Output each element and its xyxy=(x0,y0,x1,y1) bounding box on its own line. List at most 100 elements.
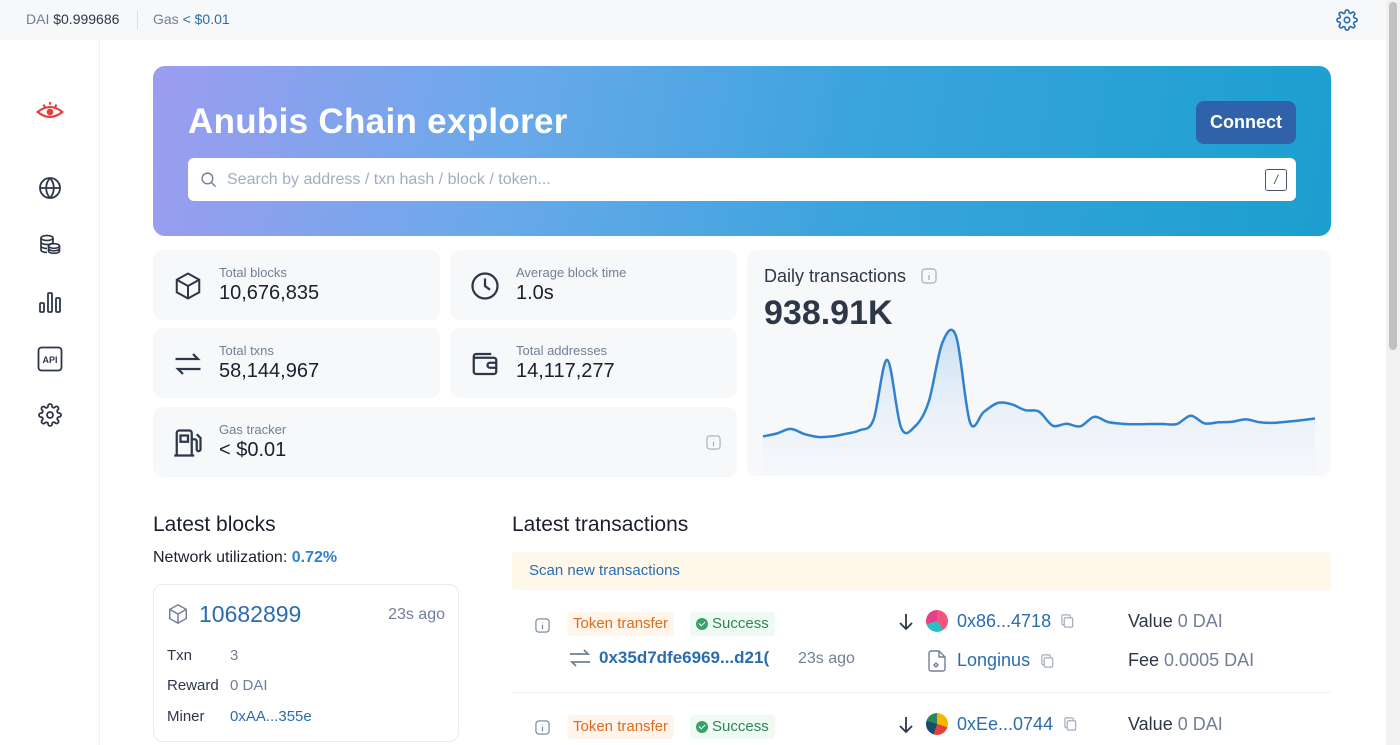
chart-point-29[interactable] xyxy=(1159,420,1167,428)
gas-value[interactable]: < $0.01 xyxy=(182,11,230,27)
network-utilization: Network utilization: 0.72% xyxy=(153,549,337,567)
stat-value: 10,676,835 xyxy=(219,282,320,304)
tx-hash-link[interactable]: 0x35d7dfe6969...d21( xyxy=(599,648,770,667)
chart-series-line xyxy=(762,328,1316,439)
chart-point-16[interactable] xyxy=(980,408,988,416)
brand-logo-eye-icon[interactable] xyxy=(36,98,64,126)
info-icon[interactable] xyxy=(921,268,937,284)
tx-fee: Fee 0.0005 DAI xyxy=(1128,650,1254,671)
chart-point-32[interactable] xyxy=(1201,419,1209,427)
block-reward-label: Reward xyxy=(167,677,219,694)
chart-point-0[interactable] xyxy=(759,432,767,440)
chart-point-19[interactable] xyxy=(1021,406,1029,414)
copy-icon[interactable] xyxy=(1040,653,1055,669)
sidebar-tokens-coins-icon[interactable] xyxy=(36,231,64,259)
chart-point-11[interactable] xyxy=(911,423,919,431)
sidebar-settings-icon[interactable] xyxy=(36,401,64,429)
chart-point-7[interactable] xyxy=(856,426,864,434)
transfer-arrows-icon xyxy=(569,649,591,667)
chart-point-36[interactable] xyxy=(1256,418,1264,426)
stat-label: Total addresses xyxy=(516,343,608,358)
chart-point-12[interactable] xyxy=(925,398,933,406)
tx-status-badge: Success xyxy=(690,612,775,636)
chart-point-17[interactable] xyxy=(994,399,1002,407)
swap-arrows-icon xyxy=(175,353,201,375)
chart-point-4[interactable] xyxy=(814,433,822,441)
util-value: 0.72% xyxy=(291,549,338,566)
chart-point-37[interactable] xyxy=(1270,419,1278,427)
dai-label: DAI xyxy=(26,11,50,27)
copy-icon[interactable] xyxy=(1063,716,1078,732)
scan-new-transactions-banner[interactable]: Scan new transactions xyxy=(512,552,1331,590)
page-scrollbar[interactable] xyxy=(1386,0,1400,745)
tx-fee-amount: 0.0005 DAI xyxy=(1164,650,1255,670)
block-number-link[interactable]: 10682899 xyxy=(199,601,302,627)
sidebar-globe-icon[interactable] xyxy=(36,174,64,202)
chart-point-30[interactable] xyxy=(1173,420,1181,428)
chart-point-15[interactable] xyxy=(966,418,974,426)
gas-price[interactable]: Gas < $0.01 xyxy=(153,11,230,27)
search-bar[interactable]: / xyxy=(188,158,1296,201)
chart-point-20[interactable] xyxy=(1035,408,1043,416)
dai-price-value: $0.999686 xyxy=(53,11,120,27)
chart-point-39[interactable] xyxy=(1297,416,1305,424)
chart-point-9[interactable] xyxy=(883,356,891,364)
util-label: Network utilization: xyxy=(153,549,288,566)
chart-point-5[interactable] xyxy=(828,432,836,440)
chart-point-34[interactable] xyxy=(1228,418,1236,426)
block-miner-label: Miner xyxy=(167,708,205,725)
chart-point-3[interactable] xyxy=(800,430,808,438)
chart-point-24[interactable] xyxy=(1090,413,1098,421)
chart-point-40[interactable] xyxy=(1311,415,1319,423)
copy-icon[interactable] xyxy=(1060,613,1075,629)
info-icon[interactable] xyxy=(535,720,550,735)
chart-point-18[interactable] xyxy=(1007,400,1015,408)
address-avatar xyxy=(926,610,948,632)
chart-point-2[interactable] xyxy=(787,425,795,433)
chart-point-31[interactable] xyxy=(1187,412,1195,420)
chart-point-26[interactable] xyxy=(1118,420,1126,428)
chart-point-8[interactable] xyxy=(869,416,877,424)
chart-point-35[interactable] xyxy=(1242,415,1250,423)
tx-to-address-link[interactable]: Longinus xyxy=(957,650,1031,670)
info-icon[interactable] xyxy=(706,435,721,450)
gas-pump-icon xyxy=(174,429,202,457)
tx-type-badge: Token transfer xyxy=(567,612,675,636)
stat-value: 58,144,967 xyxy=(219,360,320,382)
block-miner-link[interactable]: 0xAA...355e xyxy=(230,708,312,725)
chart-area-fill xyxy=(763,329,1315,476)
block-txn-label: Txn xyxy=(167,647,193,664)
daily-transactions-title: Daily transactions xyxy=(764,266,907,286)
chart-point-14[interactable] xyxy=(952,333,960,341)
stat-label: Total blocks xyxy=(219,265,287,280)
tx-value-amount: 0 DAI xyxy=(1177,714,1223,734)
connect-wallet-button[interactable]: Connect xyxy=(1196,101,1296,144)
chart-point-23[interactable] xyxy=(1076,422,1084,430)
chart-point-28[interactable] xyxy=(1145,420,1153,428)
chart-point-10[interactable] xyxy=(897,424,905,432)
chart-point-25[interactable] xyxy=(1104,418,1112,426)
chart-point-27[interactable] xyxy=(1132,420,1140,428)
transaction-row: Token transfer Success 0x35d7dfe6969...d… xyxy=(512,600,1331,692)
info-icon[interactable] xyxy=(535,618,550,633)
chart-point-21[interactable] xyxy=(1049,422,1057,430)
daily-transactions-value: 938.91K xyxy=(764,294,893,332)
daily-transactions-chart xyxy=(759,328,1319,476)
scan-new-transactions-link[interactable]: Scan new transactions xyxy=(529,562,680,579)
chart-point-13[interactable] xyxy=(938,339,946,347)
tx-from-address-link[interactable]: 0xEe...0744 xyxy=(957,714,1054,734)
search-input[interactable] xyxy=(227,166,1227,194)
stat-label: Total txns xyxy=(219,343,274,358)
scrollbar-thumb[interactable] xyxy=(1389,2,1397,350)
chart-point-38[interactable] xyxy=(1283,418,1291,426)
chart-point-22[interactable] xyxy=(1063,420,1071,428)
sidebar-charts-icon[interactable] xyxy=(36,288,64,316)
top-bar: DAI $0.999686 Gas < $0.01 xyxy=(0,0,1386,40)
chart-point-6[interactable] xyxy=(842,430,850,438)
chart-point-1[interactable] xyxy=(773,430,781,438)
stat-value: 1.0s xyxy=(516,282,554,304)
tx-from-address-link[interactable]: 0x86...4718 xyxy=(957,611,1052,631)
settings-gear-icon[interactable] xyxy=(1336,9,1358,31)
chart-point-33[interactable] xyxy=(1214,418,1222,426)
sidebar-api-icon[interactable]: API xyxy=(36,345,64,373)
